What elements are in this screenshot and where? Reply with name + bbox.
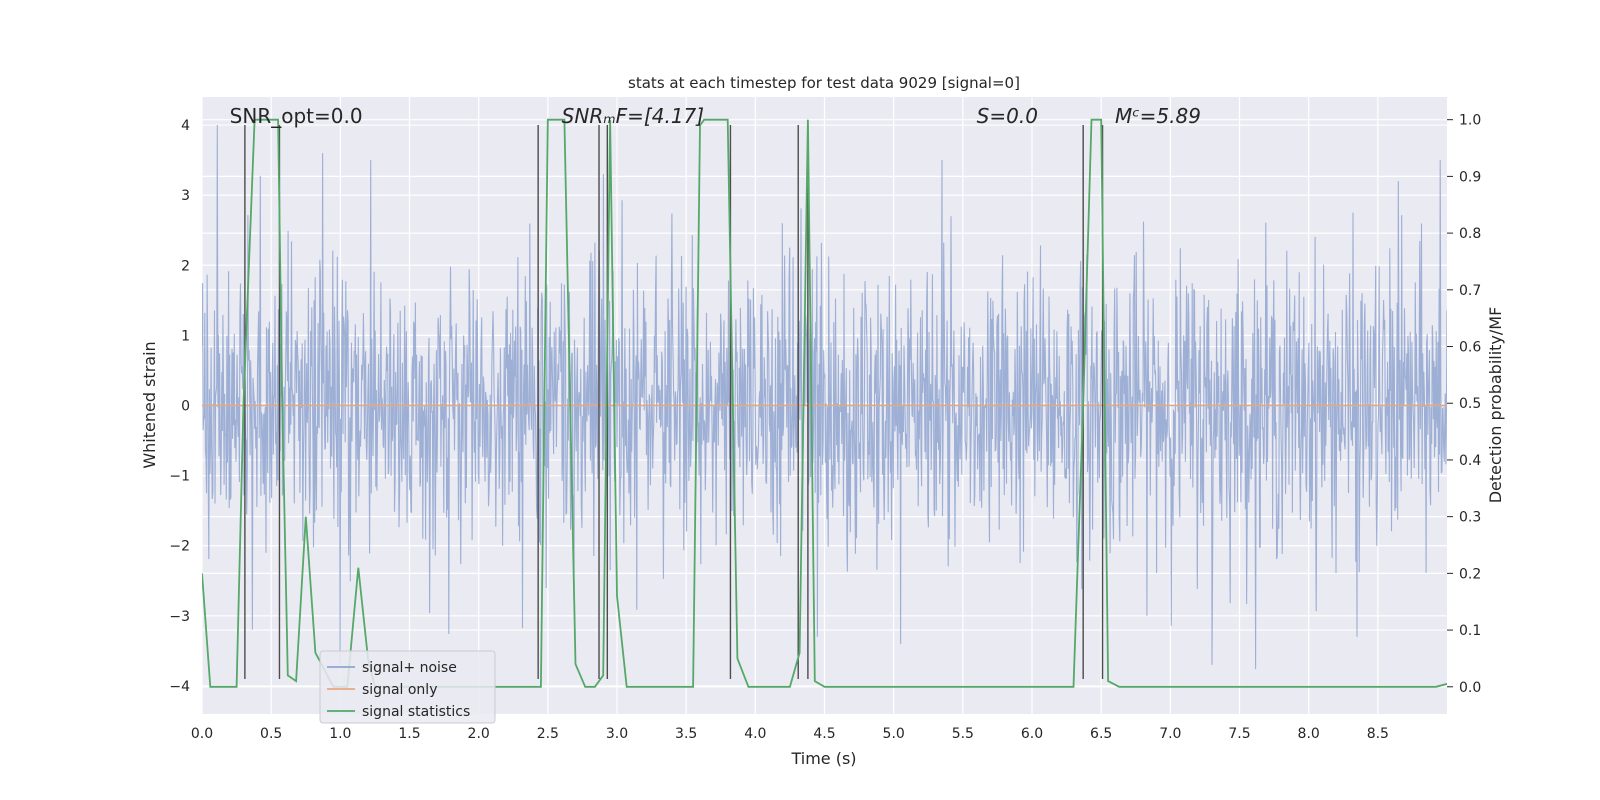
x-tick-label: 1.5	[398, 726, 420, 742]
x-tick-label: 8.5	[1367, 726, 1389, 742]
x-tick-label: 0.0	[191, 726, 213, 742]
x-tick-label: 2.5	[537, 726, 559, 742]
x-tick-label: 3.5	[675, 726, 697, 742]
x-tick-label: 1.0	[329, 726, 351, 742]
x-tick-label: 8.0	[1298, 726, 1320, 742]
y-tick-label: −4	[169, 679, 190, 695]
y2-tick-label: 0.6	[1459, 340, 1481, 356]
y-axis-label: Whitened strain	[140, 341, 159, 468]
y2-tick-label: 0.8	[1459, 226, 1481, 242]
y2-tick-label: 0.4	[1459, 453, 1481, 469]
y-axis-ticks: −4 −3 −2 −1 0 1 2 3 4	[169, 118, 190, 695]
x-tick-label: 7.0	[1159, 726, 1181, 742]
x-tick-label: 4.0	[744, 726, 766, 742]
x-tick-label: 0.5	[260, 726, 282, 742]
signal-statistics-line	[202, 118, 1447, 688]
y-tick-label: −3	[169, 609, 190, 625]
legend: signal+ noise signal only signal statistic…	[319, 650, 496, 724]
legend-box	[319, 650, 496, 724]
x-tick-label: 7.5	[1228, 726, 1250, 742]
chart-title: stats at each timestep for test data 902…	[628, 74, 1020, 92]
x-tick-label: 5.5	[952, 726, 974, 742]
x-axis-ticks: 0.0 0.5 1.0 1.5 2.0 2.5 3.0 3.5 4.0 4.5 5.0 5.5 6.0 6…	[191, 726, 1389, 742]
y-tick-label: 4	[181, 118, 190, 134]
annotation-label: SNR_opt=0.0	[230, 104, 363, 128]
legend-label: signal+ noise	[362, 660, 457, 676]
legend-label: signal statistics	[362, 704, 470, 720]
y2-axis-ticks: 0.0 0.1 0.2 0.3 0.4 0.5 0.6 0.7 0.8 0.9 1.0	[1447, 113, 1481, 696]
x-axis-label: Time (s)	[790, 749, 856, 768]
y-tick-label: 3	[181, 188, 190, 204]
x-tick-label: 5.0	[883, 726, 905, 742]
annotation-label: S=0.0	[977, 104, 1038, 128]
y2-tick-label: 0.9	[1459, 169, 1481, 185]
y2-tick-label: 0.2	[1459, 566, 1481, 582]
x-tick-label: 3.0	[606, 726, 628, 742]
y2-axis-label: Detection probability/MF	[1486, 307, 1505, 504]
y-tick-label: 2	[181, 258, 190, 274]
y-tick-label: 1	[181, 328, 190, 344]
annotation-label: Mᶜ=5.89	[1115, 104, 1201, 128]
y2-tick-label: 0.5	[1459, 396, 1481, 412]
signal-noise-series	[202, 124, 1447, 670]
y-tick-label: 0	[181, 399, 190, 415]
signal-noise-line	[202, 124, 1447, 670]
x-tick-label: 2.0	[468, 726, 490, 742]
annotations: SNR_opt=0.0 SNRₘF=[4.17] S=0.0 Mᶜ=5.89	[230, 104, 1201, 128]
y-tick-label: −1	[169, 469, 190, 485]
y2-tick-label: 0.1	[1459, 623, 1481, 639]
y2-tick-label: 0.3	[1459, 510, 1481, 526]
y2-tick-label: 0.0	[1459, 680, 1481, 696]
x-tick-label: 4.5	[813, 726, 835, 742]
annotation-label: SNRₘF=[4.17]	[562, 104, 704, 128]
y2-tick-label: 1.0	[1459, 113, 1481, 129]
legend-label: signal only	[362, 682, 437, 698]
y-tick-label: −2	[169, 539, 190, 555]
signal-statistics-series	[202, 118, 1447, 688]
y2-tick-label: 0.7	[1459, 283, 1481, 299]
x-tick-label: 6.5	[1090, 726, 1112, 742]
x-tick-label: 6.0	[1021, 726, 1043, 742]
